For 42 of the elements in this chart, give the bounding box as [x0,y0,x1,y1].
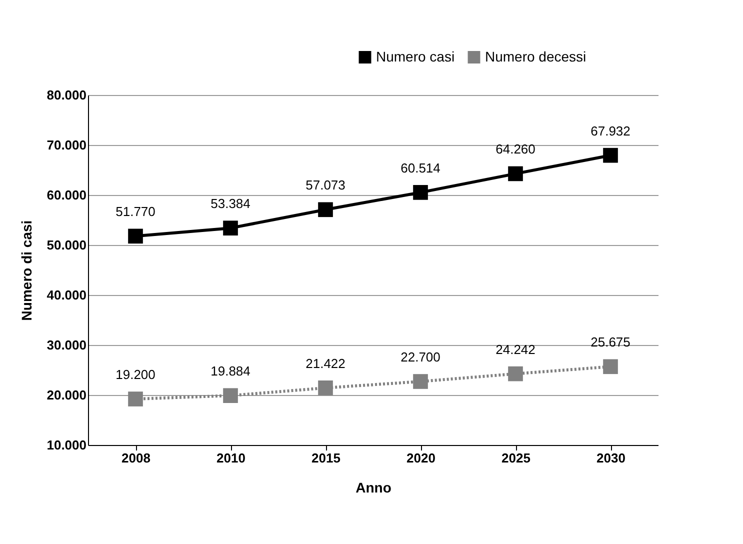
y-tick-label: 40.000 [46,288,86,302]
y-tick-label: 30.000 [46,338,86,352]
y-tick-label: 10.000 [46,438,86,452]
legend-label: Numero decessi [485,48,586,64]
data-label: 22.700 [400,350,440,364]
point [413,374,428,389]
data-label: 19.200 [116,367,156,382]
data-label: 24.242 [496,342,536,357]
point [318,202,333,218]
data-label: 67.932 [590,123,630,138]
x-tick-label: 2008 [122,450,150,466]
data-label: 51.770 [116,204,156,220]
y-tick-label: 50.000 [46,238,86,252]
point [508,166,523,182]
x-axis-title: Anno [356,480,392,496]
point [603,359,618,374]
point [413,185,428,200]
x-tick-label: 2030 [596,450,626,466]
data-label: 60.514 [400,160,440,176]
x-tick-label: 2025 [502,450,530,466]
y-tick-label: 80.000 [46,88,86,102]
point [128,392,143,406]
y-tick-label: 70.000 [46,138,86,152]
point [223,388,238,403]
point [128,228,143,244]
data-label: 21.422 [306,356,346,371]
point [603,148,618,163]
data-label: 19.884 [210,364,250,379]
point [223,220,238,236]
y-axis-title: Numero di casi [18,220,35,321]
data-label: 57.073 [306,178,346,193]
data-label: 64.260 [496,142,536,157]
x-tick-label: 2020 [406,450,436,466]
y-tick-label: 20.000 [46,388,86,402]
point [318,380,333,396]
x-tick-label: 2010 [216,450,246,466]
y-tick-label: 60.000 [46,188,86,202]
point [508,366,523,382]
legend-label: Numero casi [376,48,455,64]
data-label: 25.675 [590,334,630,350]
data-label: 53.384 [210,196,250,212]
x-tick-label: 2015 [312,450,340,466]
